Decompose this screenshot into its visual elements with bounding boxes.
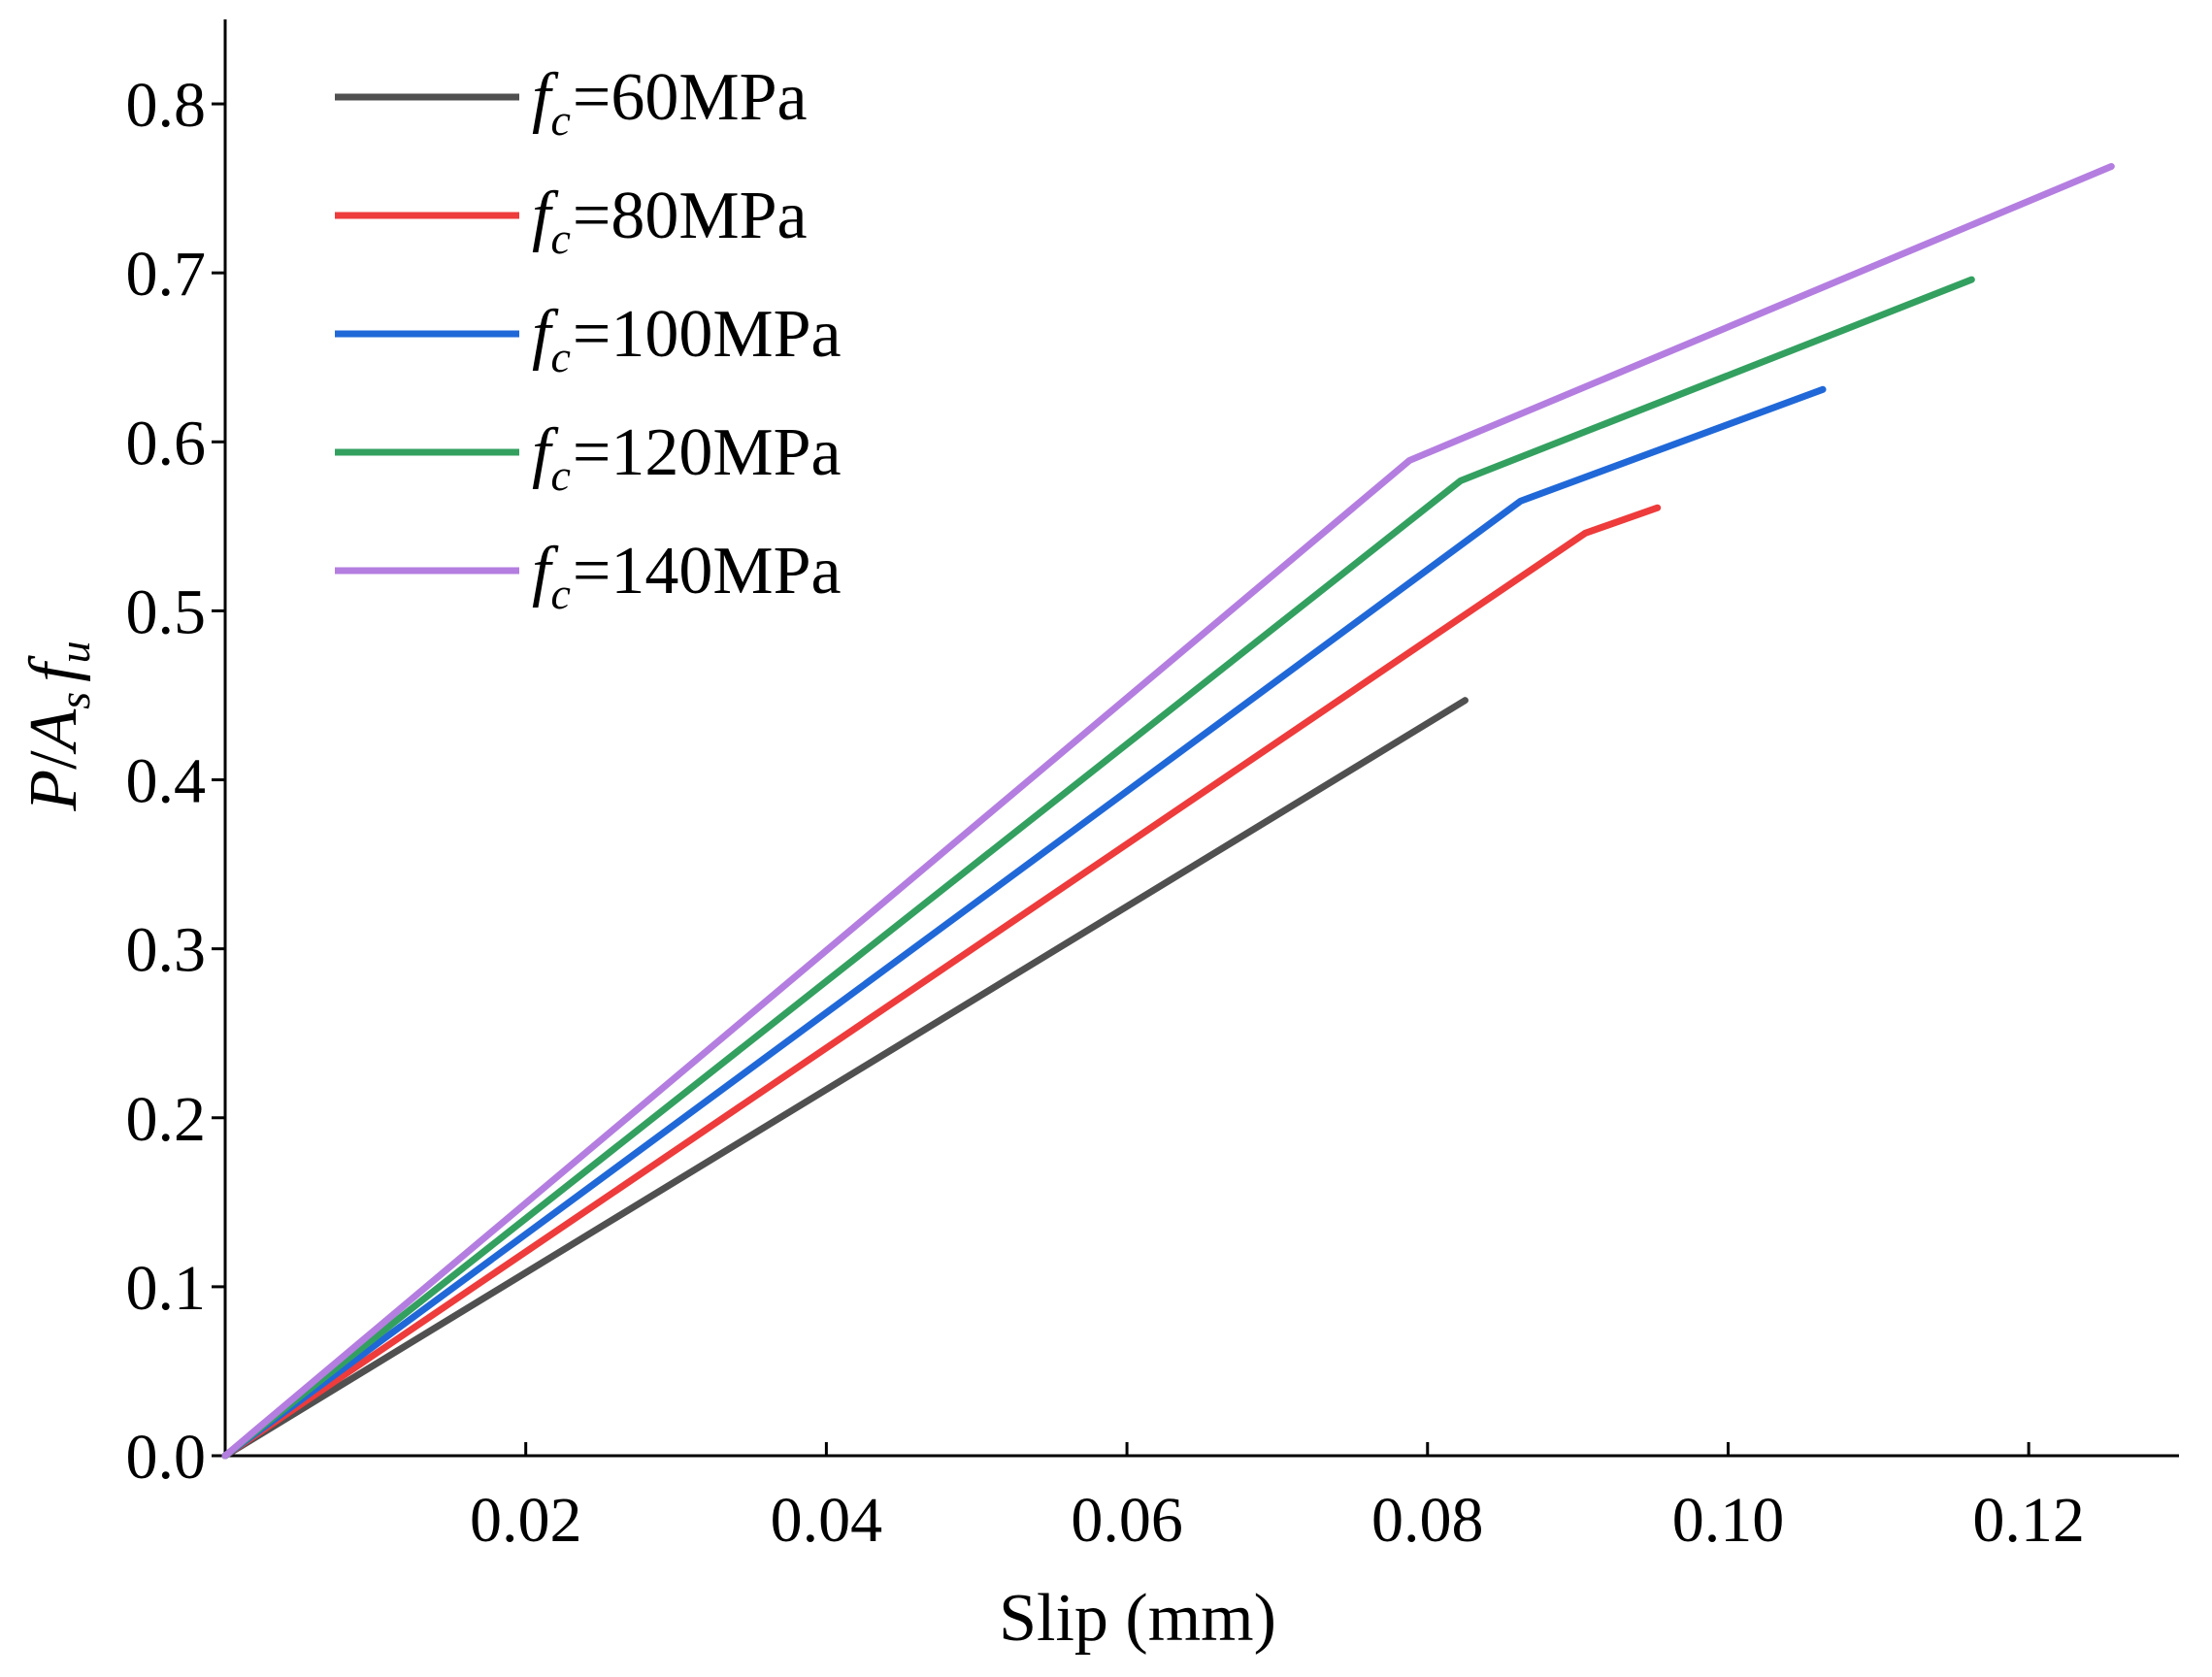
x-tick-label: 0.06 bbox=[1071, 1485, 1183, 1556]
y-axis-title-slash: / bbox=[17, 750, 91, 770]
y-tick-label: 0.1 bbox=[126, 1253, 207, 1324]
y-axis-title-a: A bbox=[17, 708, 91, 754]
legend-label-value: =60MPa bbox=[573, 60, 808, 135]
x-tick-label: 0.04 bbox=[771, 1485, 883, 1556]
legend-item: fc=120MPa bbox=[335, 415, 842, 500]
legend-item: fc=60MPa bbox=[335, 60, 808, 145]
legend-label-value: =80MPa bbox=[573, 179, 808, 253]
y-axis-title-s: s bbox=[50, 692, 99, 709]
legend-label-c: c bbox=[550, 214, 570, 263]
axes bbox=[223, 19, 2179, 1458]
series-line-1 bbox=[221, 504, 1662, 1460]
y-tick-label: 0.6 bbox=[126, 408, 207, 478]
legend-label: fc=140MPa bbox=[532, 534, 842, 618]
y-tick-label: 0.0 bbox=[126, 1422, 207, 1493]
y-axis-title-u: u bbox=[50, 641, 99, 663]
legend-label: fc=100MPa bbox=[532, 297, 842, 381]
legend-item: fc=140MPa bbox=[335, 534, 842, 618]
x-ticks: 0.02 0.04 0.06 0.08 0.10 0.12 bbox=[470, 1442, 2085, 1556]
legend-label-value: =140MPa bbox=[573, 534, 842, 608]
legend-label-c: c bbox=[550, 569, 570, 618]
y-tick-label: 0.4 bbox=[126, 746, 207, 817]
legend-label-c: c bbox=[550, 95, 570, 145]
y-tick-label: 0.3 bbox=[126, 915, 207, 986]
legend-label: fc=80MPa bbox=[532, 179, 808, 263]
series-line-3 bbox=[221, 276, 1975, 1460]
series-line-2 bbox=[221, 385, 1827, 1460]
y-tick-label: 0.2 bbox=[126, 1084, 207, 1155]
y-tick-label: 0.5 bbox=[126, 576, 207, 647]
y-axis-title: P/Asfu bbox=[17, 641, 99, 811]
y-ticks: 0.0 0.1 0.2 0.3 0.4 0.5 0.6 0.7 0.8 bbox=[126, 70, 225, 1493]
legend-label: fc=120MPa bbox=[532, 415, 842, 500]
legend-label-value: =120MPa bbox=[573, 415, 842, 490]
series-line-0 bbox=[221, 697, 1469, 1460]
legend: fc=60MPa fc=80MPa fc=100MPa fc=120MPa fc=140… bbox=[335, 60, 842, 618]
y-axis-title-p: P bbox=[17, 770, 91, 812]
legend-label-c: c bbox=[550, 450, 570, 500]
legend-label-c: c bbox=[550, 332, 570, 381]
x-tick-label: 0.02 bbox=[470, 1485, 582, 1556]
legend-item: fc=80MPa bbox=[335, 179, 808, 263]
x-tick-label: 0.12 bbox=[1972, 1485, 2085, 1556]
x-axis-title: Slip (mm) bbox=[999, 1581, 1276, 1656]
legend-item: fc=100MPa bbox=[335, 297, 842, 381]
x-tick-label: 0.08 bbox=[1371, 1485, 1484, 1556]
legend-label: fc=60MPa bbox=[532, 60, 808, 145]
x-tick-label: 0.10 bbox=[1672, 1485, 1785, 1556]
y-tick-label: 0.8 bbox=[126, 70, 207, 141]
series-group bbox=[221, 162, 2115, 1460]
y-tick-label: 0.7 bbox=[126, 239, 207, 310]
legend-label-value: =100MPa bbox=[573, 297, 842, 372]
series-line-4 bbox=[221, 162, 2115, 1460]
